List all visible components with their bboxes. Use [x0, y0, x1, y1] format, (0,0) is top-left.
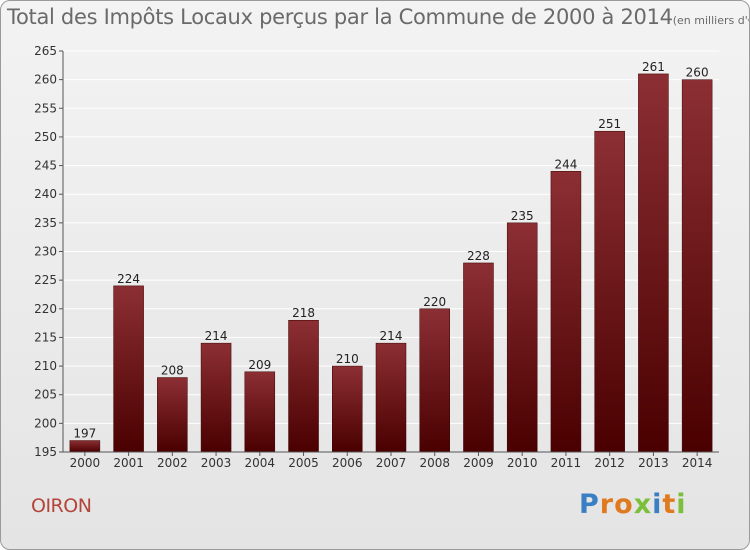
value-label: 218	[292, 306, 315, 320]
x-tick-label: 2011	[551, 456, 582, 470]
brand-letter: i	[652, 489, 663, 520]
bar-2005	[288, 319, 319, 453]
y-tick-label: 265	[34, 44, 57, 58]
x-tick-label: 2007	[376, 456, 407, 470]
bar-2006	[332, 365, 363, 453]
bar-2003	[200, 342, 232, 453]
x-tick-label: 2003	[201, 456, 232, 470]
bar-2004	[244, 371, 276, 453]
value-label: 261	[642, 60, 665, 74]
brand-letter: r	[599, 489, 615, 520]
y-tick-label: 220	[34, 302, 57, 316]
value-label: 214	[205, 329, 228, 343]
bar-2002	[157, 377, 188, 453]
bar-2011	[550, 171, 582, 453]
unit-label: (en milliers d'€)	[672, 14, 749, 27]
value-label: 260	[686, 66, 709, 80]
x-tick-label: 2006	[332, 456, 363, 470]
x-tick-label: 2005	[288, 456, 319, 470]
proxiti-logo: Proxiti	[579, 489, 687, 520]
y-tick-label: 200	[34, 416, 57, 430]
x-tick-label: 2012	[594, 456, 625, 470]
brand-letter: x	[633, 489, 653, 520]
bar-2010	[506, 222, 538, 453]
value-label: 209	[248, 358, 271, 372]
x-tick-label: 2002	[157, 456, 188, 470]
value-label: 220	[423, 295, 446, 309]
commune-name: OIRON	[31, 495, 92, 517]
y-tick-label: 250	[34, 130, 57, 144]
y-tick-label: 195	[34, 445, 57, 459]
value-label: 244	[554, 157, 577, 171]
x-tick-label: 2001	[113, 456, 144, 470]
brand-letter: i	[676, 489, 687, 520]
y-tick-label: 260	[34, 73, 57, 87]
bar-2014	[681, 79, 713, 453]
x-tick-label: 2000	[70, 456, 101, 470]
value-label: 224	[117, 272, 140, 286]
brand-letter: P	[579, 489, 600, 520]
x-tick-label: 2010	[507, 456, 538, 470]
value-label: 208	[161, 364, 184, 378]
y-tick-label: 235	[34, 216, 57, 230]
value-label: 228	[467, 249, 490, 263]
bar-2000	[69, 440, 101, 453]
bar-2008	[419, 308, 450, 453]
y-tick-label: 245	[34, 159, 57, 173]
value-label: 214	[380, 329, 403, 343]
bars: 197 224 208 214 209 218 210 214 220 228 235 244 251 2…	[69, 60, 713, 453]
bar-2009	[463, 262, 494, 453]
brand-letter: o	[614, 489, 634, 520]
bar-2001	[113, 285, 144, 453]
x-tick-label: 2004	[245, 456, 276, 470]
x-tick-label: 2008	[419, 456, 450, 470]
value-label: 251	[598, 117, 621, 131]
y-tick-label: 225	[34, 273, 57, 287]
axes: 195 200 205 210 215 220 225 230 235 240 245 250 255 2…	[34, 44, 719, 470]
y-tick-label: 230	[34, 245, 57, 259]
bar-2007	[375, 342, 407, 453]
y-tick-label: 210	[34, 359, 57, 373]
x-tick-label: 2014	[682, 456, 713, 470]
y-tick-label: 240	[34, 187, 57, 201]
bar-2013	[638, 73, 669, 453]
y-tick-label: 215	[34, 330, 57, 344]
title-row: Total des Impôts Locaux perçus par la Co…	[7, 5, 749, 29]
value-label: 210	[336, 352, 359, 366]
value-label: 197	[73, 427, 96, 441]
brand-letter: t	[662, 489, 677, 520]
x-tick-label: 2013	[638, 456, 669, 470]
bar-2012	[594, 130, 625, 453]
x-tick-label: 2009	[463, 456, 494, 470]
value-label: 235	[511, 209, 534, 223]
y-tick-label: 255	[34, 101, 57, 115]
y-tick-label: 205	[34, 388, 57, 402]
chart-title: Total des Impôts Locaux perçus par la Co…	[7, 5, 673, 29]
